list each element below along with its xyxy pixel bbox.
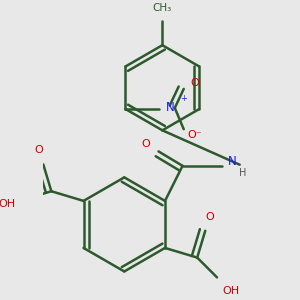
Text: OH: OH (222, 286, 239, 296)
Text: OH: OH (0, 200, 16, 209)
Text: O: O (142, 139, 150, 149)
Text: O: O (35, 146, 44, 155)
Text: CH₃: CH₃ (153, 3, 172, 13)
Text: O: O (205, 212, 214, 222)
Text: N: N (166, 101, 175, 114)
Text: O: O (190, 78, 199, 88)
Text: +: + (180, 94, 187, 103)
Text: N: N (227, 155, 236, 168)
Text: O⁻: O⁻ (188, 130, 202, 140)
Text: H: H (239, 168, 247, 178)
